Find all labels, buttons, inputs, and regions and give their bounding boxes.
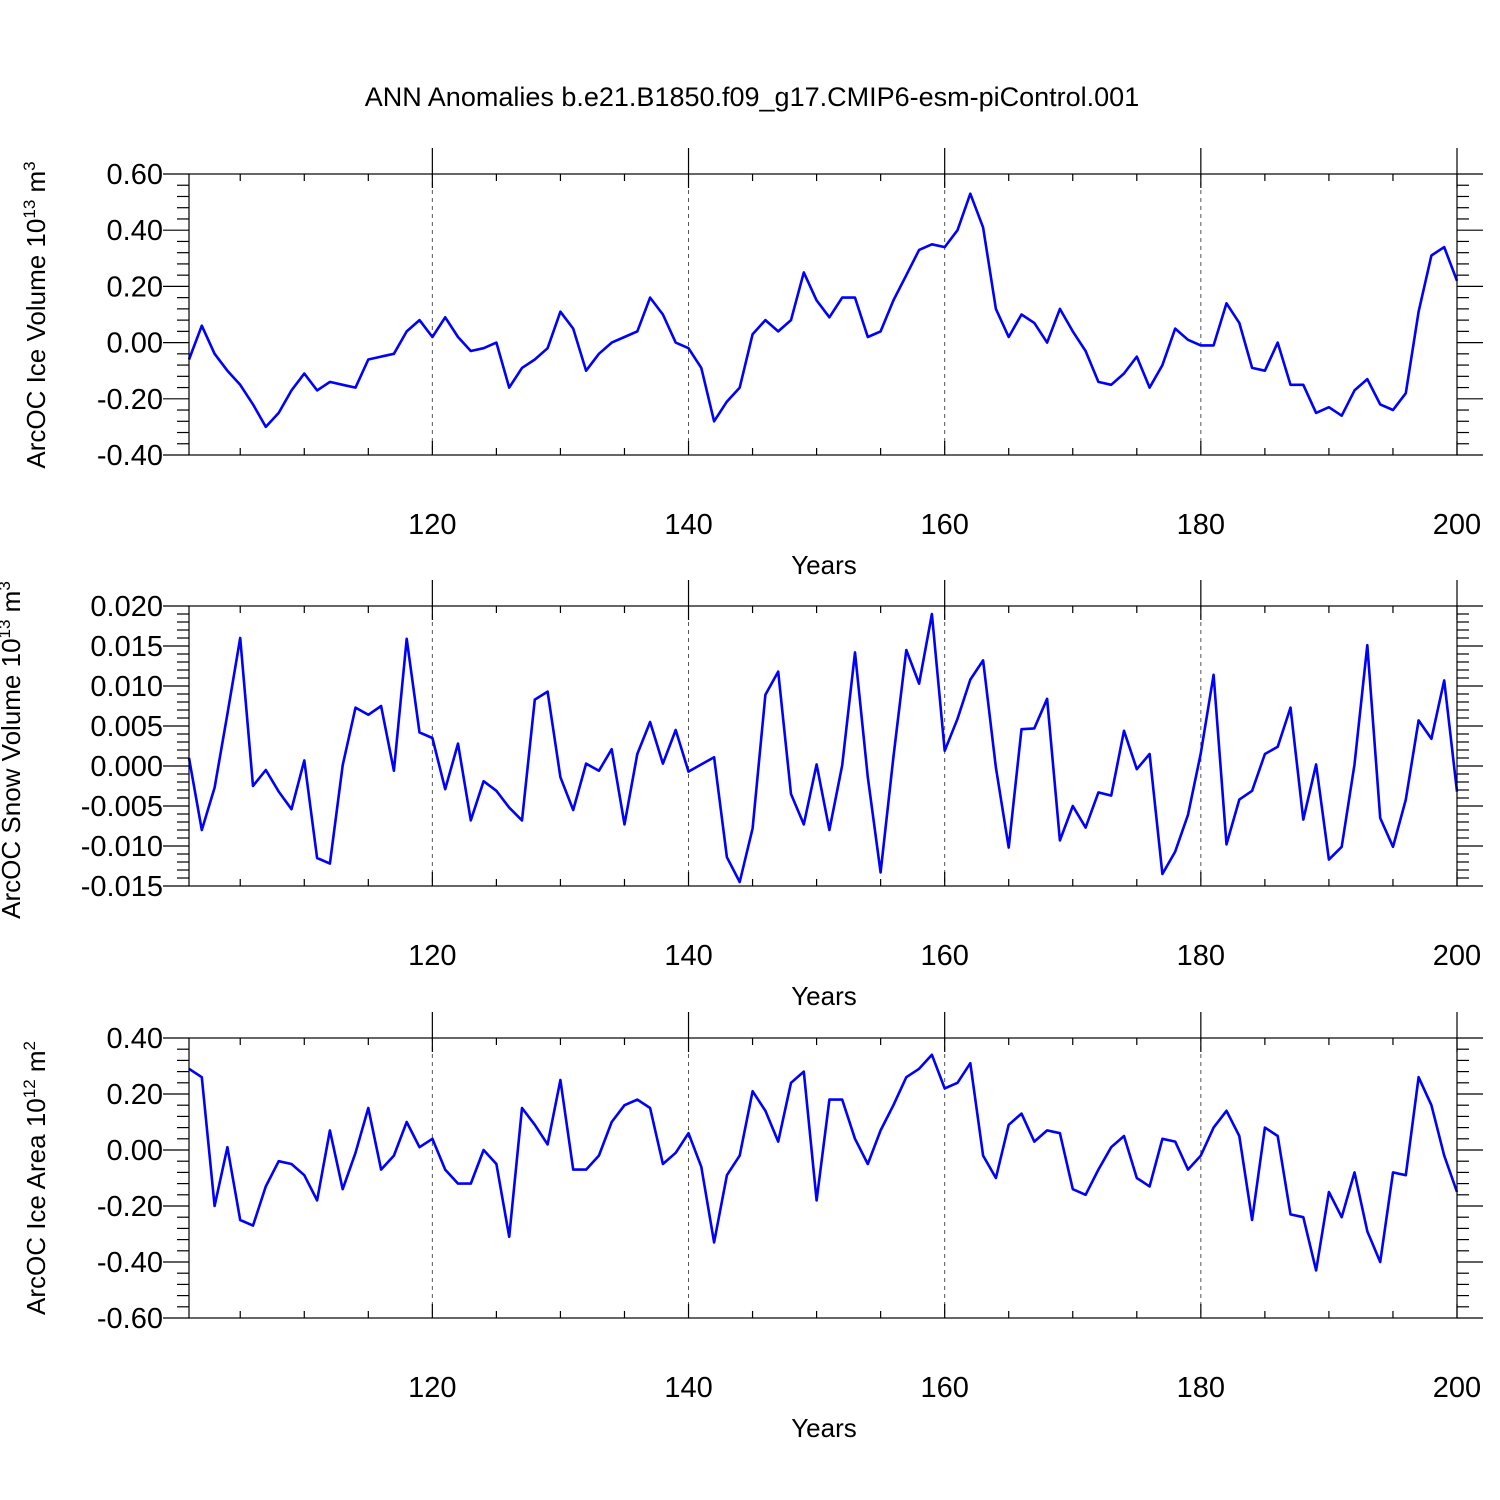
y-axis-label-exponent: 13	[20, 200, 39, 219]
y-tick-label: 0.005	[90, 711, 163, 743]
x-tick-label: 140	[664, 1372, 712, 1404]
y-tick-label: -0.40	[97, 1247, 163, 1279]
y-tick-label: 0.015	[90, 631, 163, 663]
panel-snow-volume: 120 140 160 180 200 -0.015 -0.010 -0.005 0.000 0.…	[0, 580, 1483, 1011]
y-tick-label: -0.20	[97, 1191, 163, 1223]
x-tick-label: 120	[408, 1372, 456, 1404]
x-tick-label: 200	[1433, 940, 1481, 972]
y-axis-label: ArcOC Ice Volume 1013 m3	[20, 161, 51, 468]
panel-ice-area: 120 140 160 180 200 -0.60 -0.40 -0.20 0.00 0.20 0.…	[20, 1012, 1483, 1443]
x-tick-label: 120	[408, 940, 456, 972]
y-tick-label: -0.010	[81, 831, 163, 863]
y-tick-label: 0.00	[107, 1135, 163, 1167]
y-axis-label-main: ArcOC Ice Area 10	[21, 1098, 51, 1315]
y-axis-label-main: ArcOC Snow Volume 10	[0, 638, 26, 918]
panel-ice-volume: 120 140 160 180 200 -0.40 -0.20 0.00 0.20 0.40 0.6…	[20, 148, 1483, 580]
y-axis-label-exponent: 12	[20, 1079, 39, 1098]
x-tick-label: 200	[1433, 1372, 1481, 1404]
x-tick-label: 140	[664, 509, 712, 541]
y-axis-label-unit-exponent: 3	[20, 161, 39, 170]
x-tick-label: 160	[920, 1372, 968, 1404]
x-tick-label: 120	[408, 509, 456, 541]
plot-frame	[188, 173, 1458, 456]
x-tick-label: 160	[920, 509, 968, 541]
series-line	[187, 612, 1459, 884]
y-axis-label-unit-exponent: 2	[20, 1041, 39, 1050]
x-tick-label: 180	[1177, 509, 1225, 541]
y-tick-label: 0.020	[90, 591, 163, 623]
y-tick-label: -0.20	[97, 384, 163, 416]
y-tick-label: 0.00	[107, 328, 163, 360]
y-tick-label: 0.20	[107, 1079, 163, 1111]
x-axis-label: Years	[791, 550, 857, 580]
y-axis-label-unit: m	[21, 1050, 51, 1079]
y-tick-label: 0.20	[107, 271, 163, 303]
y-axis-label-exponent: 13	[0, 620, 14, 639]
x-tick-label: 200	[1433, 509, 1481, 541]
plot-frame	[188, 605, 1458, 887]
y-axis-label-main: ArcOC Ice Volume 10	[21, 219, 51, 469]
y-tick-label: -0.015	[81, 871, 163, 903]
y-axis-label-unit-exponent: 3	[0, 581, 14, 590]
y-axis-label: ArcOC Ice Area 1012 m2	[20, 1041, 51, 1315]
y-tick-label: -0.60	[97, 1303, 163, 1335]
x-axis-label: Years	[791, 1413, 857, 1443]
x-tick-label: 180	[1177, 1372, 1225, 1404]
y-axis-label-unit: m	[21, 171, 51, 200]
x-tick-label: 160	[920, 940, 968, 972]
y-tick-label: 0.40	[107, 1023, 163, 1055]
y-tick-label: 0.60	[107, 159, 163, 191]
plot-frame	[188, 1037, 1458, 1319]
x-tick-label: 140	[664, 940, 712, 972]
y-tick-label: 0.000	[90, 751, 163, 783]
x-axis-label: Years	[791, 981, 857, 1011]
chart-title: ANN Anomalies b.e21.B1850.f09_g17.CMIP6-…	[365, 82, 1139, 112]
y-axis-label: ArcOC Snow Volume 1013 m3	[0, 581, 26, 919]
y-axis-label-unit: m	[0, 591, 26, 620]
y-tick-label: -0.40	[97, 440, 163, 472]
y-tick-label: 0.010	[90, 671, 163, 703]
series-line	[188, 1053, 1459, 1272]
x-tick-label: 180	[1177, 940, 1225, 972]
y-tick-label: -0.005	[81, 791, 163, 823]
y-tick-label: 0.40	[107, 215, 163, 247]
series-line	[187, 192, 1459, 429]
